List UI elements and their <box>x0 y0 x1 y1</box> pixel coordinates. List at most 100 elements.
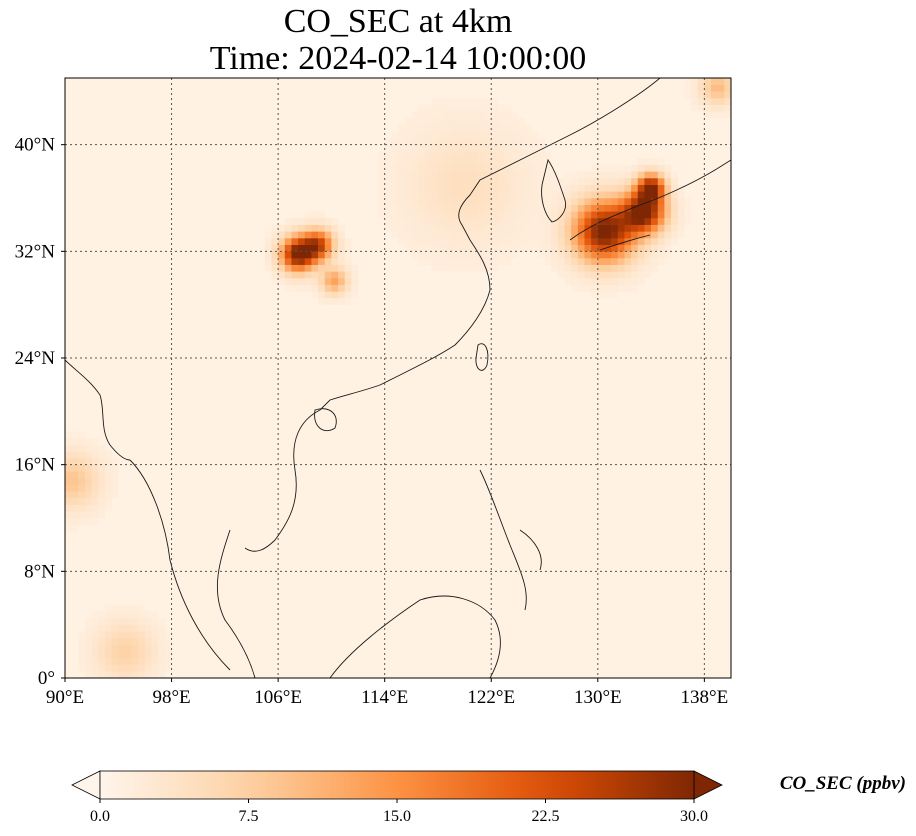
colorbar-bar <box>99 770 695 800</box>
heat-cell <box>491 264 499 272</box>
heat-cell <box>524 198 532 205</box>
heat-cell <box>557 264 565 272</box>
heat-cell <box>557 238 565 245</box>
heat-cell <box>651 238 659 245</box>
heat-cell <box>511 151 519 159</box>
heat-cell <box>398 191 405 199</box>
heat-cell <box>624 258 632 265</box>
heat-cell <box>471 231 479 239</box>
korea-coastline <box>541 158 567 223</box>
heat-cell <box>104 664 112 672</box>
heat-cell <box>611 198 619 205</box>
heat-cell <box>557 211 565 219</box>
heat-cell <box>611 264 619 272</box>
heat-cell <box>444 164 452 172</box>
heat-cell <box>664 211 672 219</box>
heat-cell <box>524 231 532 239</box>
heat-cell <box>417 178 425 185</box>
heat-cell <box>404 218 412 225</box>
heat-cell <box>338 238 346 245</box>
heat-cell <box>424 231 432 239</box>
heat-cell <box>324 298 332 305</box>
heat-cell <box>457 151 465 159</box>
heat-cell <box>717 111 725 119</box>
heat-cell <box>591 164 599 172</box>
heat-cell <box>151 618 159 625</box>
heat-cell <box>604 264 612 272</box>
heat-cell <box>91 518 99 525</box>
heat-cell <box>318 251 326 259</box>
heat-cell <box>457 251 465 259</box>
heat-cell <box>331 264 339 272</box>
heat-cell <box>477 264 485 272</box>
heat-cell <box>544 171 552 179</box>
heat-cell <box>464 144 472 152</box>
heat-cell <box>571 238 579 245</box>
heat-cell <box>451 138 459 145</box>
heat-cell <box>457 198 465 205</box>
heat-cell <box>104 471 112 479</box>
heat-cell <box>484 111 492 119</box>
heat-cell <box>451 198 459 205</box>
heat-cell <box>417 224 425 232</box>
heat-cell <box>657 258 665 265</box>
heat-cell <box>404 231 412 239</box>
heat-cell <box>78 644 86 652</box>
heat-cell <box>104 504 112 512</box>
heat-cell <box>457 131 465 139</box>
heat-cell <box>84 518 92 525</box>
heat-cell <box>311 258 319 265</box>
heat-cell <box>564 238 572 245</box>
heat-cell <box>617 178 625 185</box>
heat-cell <box>398 231 405 239</box>
heat-cell <box>404 204 412 212</box>
heat-cell <box>684 218 692 225</box>
heat-cell <box>138 671 146 678</box>
heat-cell <box>118 671 126 678</box>
heat-cell <box>431 204 439 212</box>
heat-cell <box>564 251 572 259</box>
heat-cell <box>158 658 166 665</box>
heat-cell <box>311 238 319 245</box>
heat-cell <box>671 211 679 219</box>
heat-cell <box>71 438 79 445</box>
heat-cell <box>111 664 119 672</box>
heat-cell <box>684 84 692 92</box>
heat-cell <box>657 251 665 259</box>
heat-cell <box>318 218 326 225</box>
heat-cell <box>724 84 731 92</box>
heat-cell <box>398 204 405 212</box>
heat-cell <box>338 271 346 279</box>
heat-cell <box>651 231 659 239</box>
heat-cell <box>471 244 479 252</box>
heat-cell <box>98 644 106 652</box>
heat-cell <box>524 144 532 152</box>
heat-cell <box>118 618 126 625</box>
heat-cell <box>631 211 639 219</box>
heat-cell <box>484 211 492 219</box>
chart-title: CO_SEC at 4km <box>283 3 513 40</box>
heat-cell <box>384 218 392 225</box>
heat-cell <box>78 438 86 445</box>
heat-cell <box>444 151 452 159</box>
heat-cell <box>291 244 299 252</box>
heat-cell <box>577 211 585 219</box>
heat-cell <box>391 224 399 232</box>
heat-cell <box>517 131 525 139</box>
heat-cell <box>677 191 685 199</box>
heat-cell <box>637 158 645 165</box>
heat-cell <box>391 144 399 152</box>
heat-cell <box>431 224 439 232</box>
heat-cell <box>431 171 439 179</box>
heat-cell <box>65 478 72 485</box>
heat-cell <box>444 171 452 179</box>
heat-cell <box>398 218 405 225</box>
heat-cell <box>398 131 405 139</box>
heat-cell <box>437 144 445 152</box>
heat-cell <box>604 284 612 292</box>
heat-cell <box>131 618 139 625</box>
heat-cell <box>444 98 452 105</box>
heat-cell <box>624 191 632 199</box>
heat-cell <box>98 638 106 645</box>
heat-cell <box>537 238 545 245</box>
